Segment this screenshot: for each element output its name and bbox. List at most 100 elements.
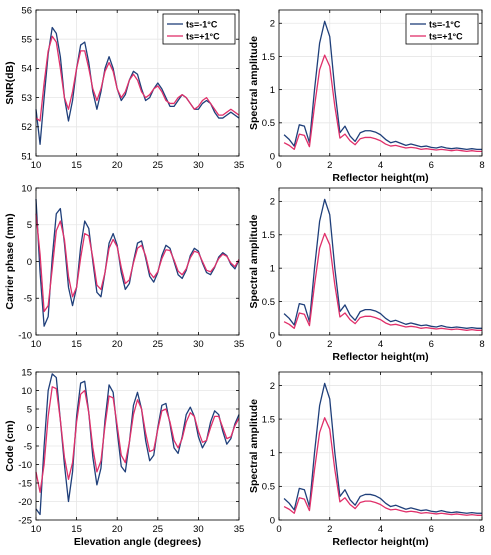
x-tick-label: 10 [31,160,42,171]
x-tick-label: 30 [193,339,204,350]
y-tick-label: -25 [18,515,32,526]
y-axis-label: Carrier phase (mm) [4,213,16,309]
y-tick-label: -5 [24,294,32,305]
legend-label-plus: ts=+1°C [186,31,220,41]
x-tick-label: 10 [31,339,42,350]
x-axis-label: Reflector height(m) [332,172,428,184]
y-tick-label: 10 [21,386,32,397]
x-tick-label: 35 [234,524,245,535]
x-tick-label: 25 [153,524,164,535]
series-line-minus [283,198,482,329]
y-tick-label: 5 [27,220,32,231]
x-tick-label: 0 [276,160,281,171]
series-line-minus [283,20,482,151]
y-tick-label: 51 [21,151,32,162]
y-tick-label: -20 [18,497,32,508]
axes-box [35,9,240,157]
y-tick-label: 1 [270,448,275,459]
y-axis-label: Spectral amplitude [248,214,260,308]
series-line-plus [283,232,482,331]
series-line-minus [283,382,482,514]
y-tick-label: -15 [18,478,32,489]
series-line-minus [35,26,240,145]
y-tick-label: 10 [21,183,32,194]
y-tick-label: 0 [27,423,32,434]
y-axis-label: Spectral amplitude [248,399,260,493]
x-tick-label: 25 [153,160,164,171]
x-tick-label: 8 [479,339,484,350]
x-tick-label: 8 [479,160,484,171]
y-tick-label: 0.5 [262,297,275,308]
y-tick-label: 0 [270,330,275,341]
series-line-minus [35,373,240,516]
y-tick-label: 2 [270,19,275,30]
legend-label-plus: ts=+1°C [429,31,463,41]
x-axis-label: Elevation angle (degrees) [74,536,201,548]
y-tick-label: 1.5 [262,230,275,241]
y-tick-label: 52 [21,122,32,133]
x-tick-label: 30 [193,524,204,535]
y-axis-label: Spectral amplitude [248,36,260,130]
chart-panel-carrier: 10 15 20 25 30 35 -10 -5 0 5 10 Carrier phase (mm) [4,183,244,350]
y-axis-label: Code (cm) [4,420,16,471]
y-tick-label: 53 [21,93,32,104]
y-tick-label: 5 [27,404,32,415]
x-tick-label: 20 [112,339,123,350]
y-tick-label: 54 [21,64,32,75]
x-tick-label: 4 [378,339,383,350]
y-tick-label: 0.5 [262,482,275,493]
series-line-plus [283,417,482,516]
legend-box [405,13,479,45]
x-tick-label: 2 [327,160,332,171]
series-line-plus [283,54,482,152]
x-tick-label: 25 [153,339,164,350]
legend-label-minus: ts=-1°C [429,19,461,29]
series-line-plus [35,386,240,493]
y-tick-label: 55 [21,35,32,46]
y-tick-label: 2 [270,381,275,392]
y-tick-label: -5 [24,441,32,452]
y-tick-label: 0 [27,257,32,268]
x-tick-label: 2 [327,339,332,350]
x-tick-label: 0 [276,524,281,535]
y-tick-label: 1 [270,85,275,96]
chart-panel-code: 10 15 20 25 30 35-25-20-15-10-5051015Elevatio… [4,367,244,548]
x-tick-label: 8 [479,524,484,535]
legend-label-minus: ts=-1°C [186,19,218,29]
y-tick-label: 0 [270,515,275,526]
x-tick-label: 6 [429,160,434,171]
x-tick-label: 10 [31,524,42,535]
x-tick-label: 35 [234,160,245,171]
y-tick-label: -10 [18,330,32,341]
x-tick-label: 0 [276,339,281,350]
y-tick-label: 0.5 [262,118,275,129]
x-tick-label: 4 [378,160,383,171]
x-axis-label: Reflector height(m) [332,351,428,363]
series-line-minus [35,198,240,327]
y-tick-label: 56 [21,5,32,16]
x-tick-label: 35 [234,339,245,350]
series-line-plus [35,35,240,122]
y-axis-label: SNR(dB) [4,61,16,104]
y-tick-label: 2 [270,197,275,208]
y-tick-label: -10 [18,460,32,471]
y-tick-label: 1.5 [262,414,275,425]
x-tick-label: 15 [71,160,82,171]
x-tick-label: 4 [378,524,383,535]
chart-panel-snr: 10 15 20 25 30 35 51 52 53 54 55 56 SNR(dB) ts=-1°C ts… [4,5,244,171]
y-tick-label: 1.5 [262,52,275,63]
x-tick-label: 6 [429,339,434,350]
y-tick-label: 0 [270,151,275,162]
series-line-plus [35,213,240,313]
legend-box [162,13,236,45]
y-tick-label: 15 [21,367,32,378]
x-tick-label: 6 [429,524,434,535]
x-axis-label: Reflector height(m) [332,536,428,548]
x-tick-label: 20 [112,160,123,171]
x-tick-label: 2 [327,524,332,535]
